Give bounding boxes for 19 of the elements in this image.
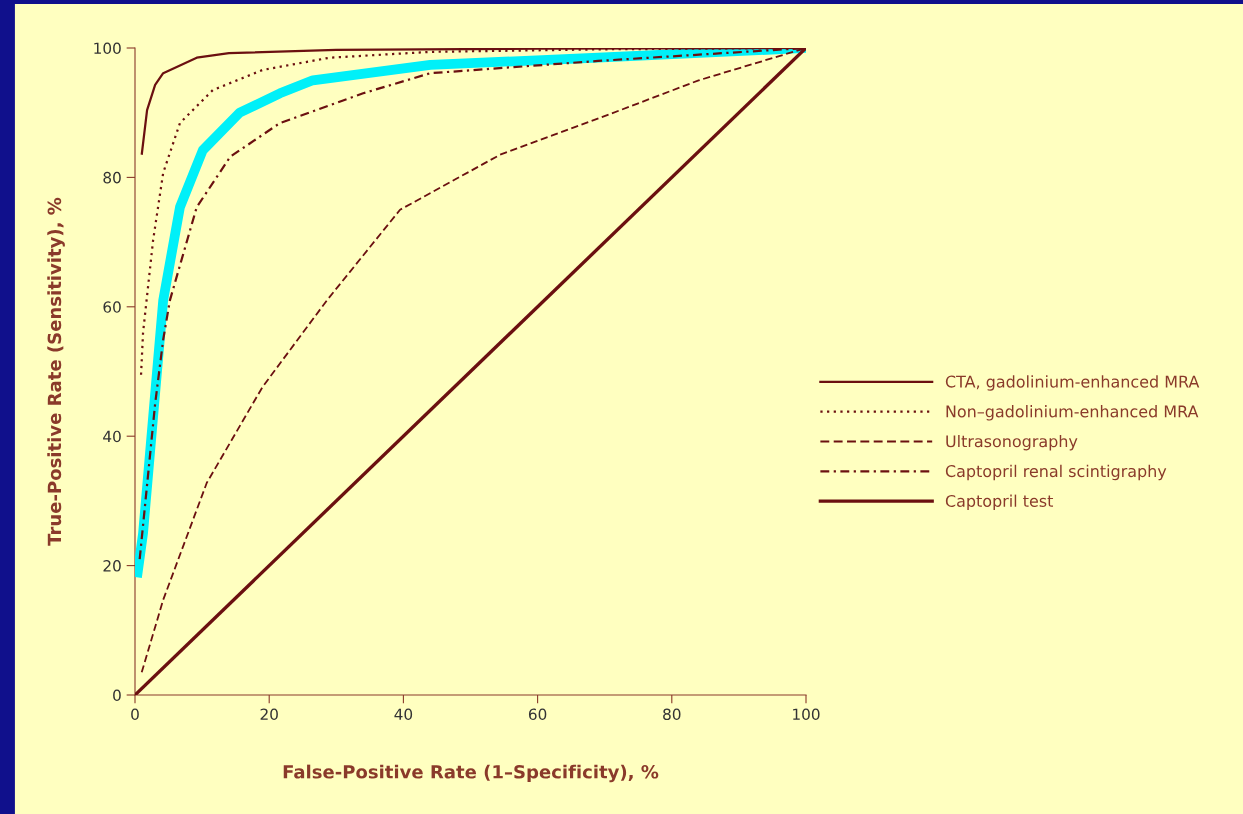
x-axis-title: False-Positive Rate (1–Specificity), % (283, 764, 659, 783)
x-tick-label: 40 (394, 708, 413, 721)
text: CTA, gadolinium-enhanced MRA (945, 375, 1200, 391)
y-tick-label: 100 (94, 42, 121, 55)
text: Non–gadolinium-enhanced MRA (946, 405, 1199, 421)
y-axis-title: True-Positive Rate (Sensitivity), % (47, 197, 65, 546)
y-tick-label: 0 (113, 689, 121, 702)
y-tick-label: 60 (103, 301, 121, 313)
text: Captopril renal scintigraphy (945, 464, 1167, 481)
x-tick-label: 60 (528, 708, 547, 721)
x-tick-label: 100 (793, 708, 820, 721)
x-tick-label: 20 (260, 708, 278, 721)
y-tick-label: 40 (103, 430, 121, 443)
y-tick-label: 80 (103, 171, 121, 184)
text: Ultrasonography (946, 434, 1078, 451)
text: Captopril test (945, 494, 1054, 511)
x-tick-label: 0 (131, 708, 139, 721)
x-tick-label: 80 (663, 708, 681, 721)
y-tick-label: 20 (103, 560, 121, 572)
